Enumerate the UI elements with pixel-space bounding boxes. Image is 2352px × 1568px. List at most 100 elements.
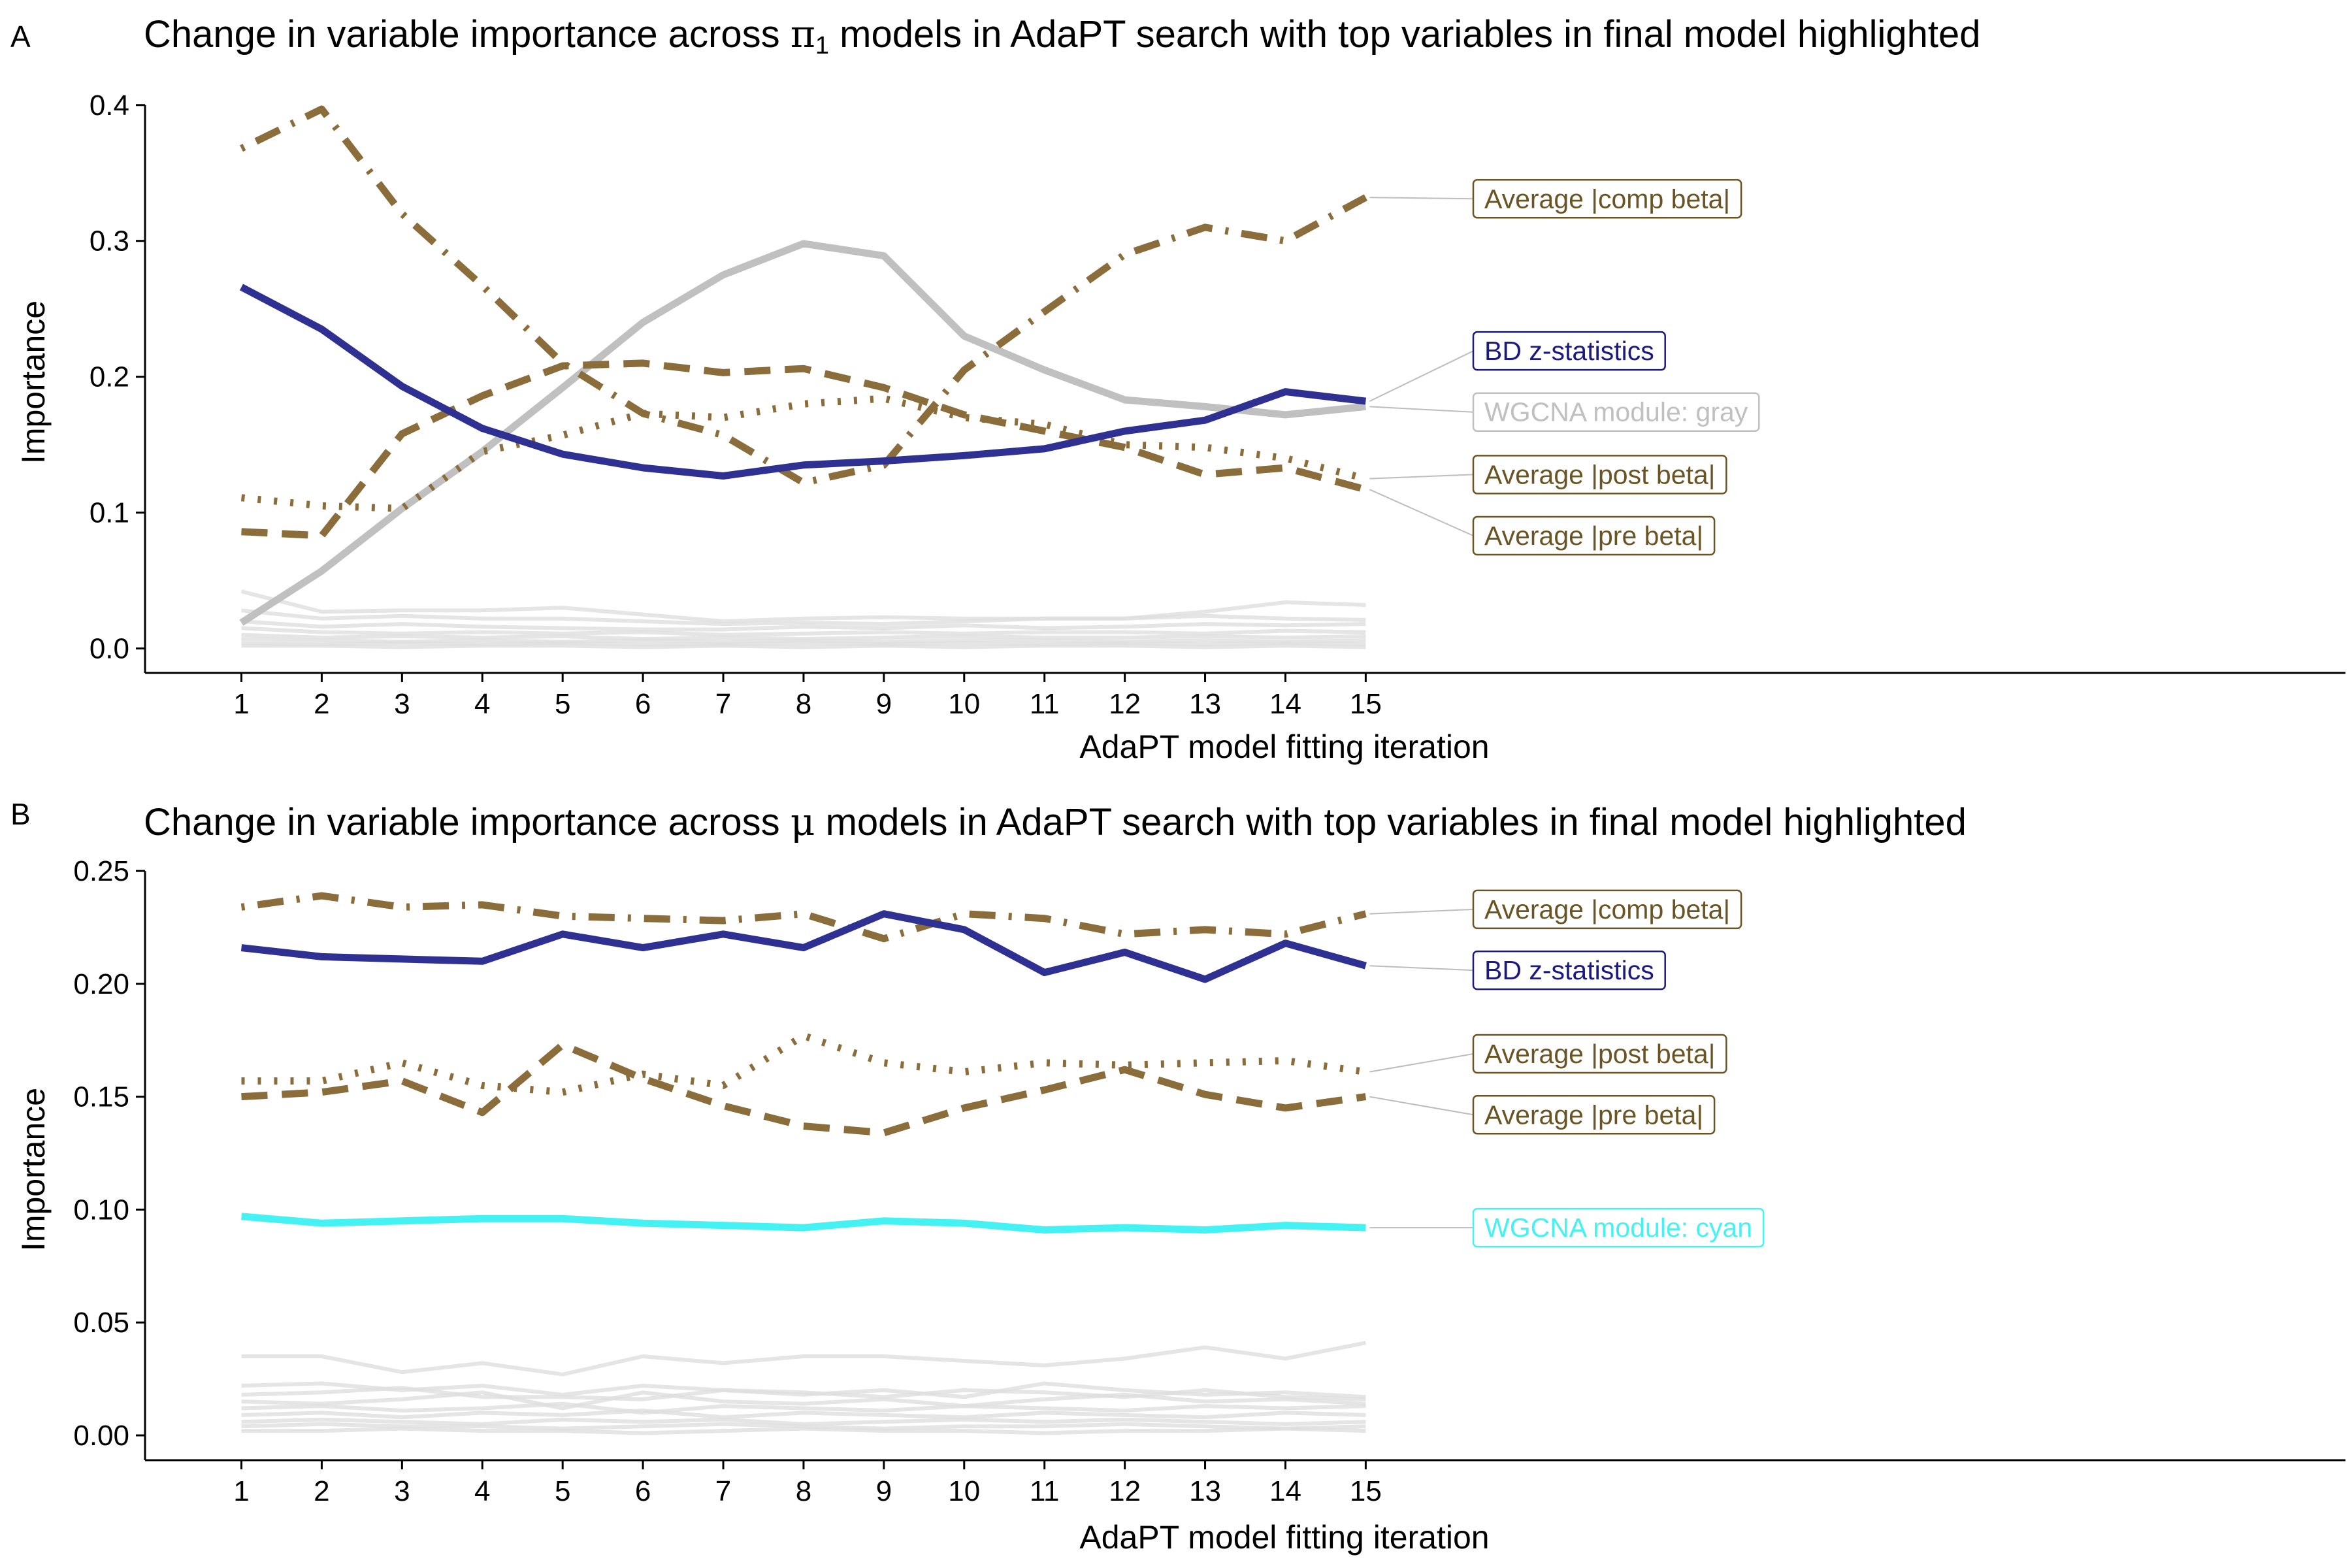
panel-b-x-tick-label: 8: [796, 1475, 811, 1507]
panel-a-y-axis-title: Importance: [15, 301, 52, 464]
panel-b-series-label-box: [1472, 1207, 1765, 1248]
panel-b-x-tick-label: 4: [474, 1475, 490, 1507]
panel-b-title-part2: models in AdaPT search with top variable…: [815, 801, 1967, 843]
panel-b-label-connector: [1369, 965, 1474, 972]
panel-b-y-tick-label: 0.20: [73, 968, 129, 1000]
panel-b-x-tick-label: 3: [394, 1475, 410, 1507]
panel-a-y-tick-label: 0.4: [90, 90, 129, 122]
panel-a-title-symbol: π: [791, 12, 815, 56]
panel-b-background-series-line: [241, 1341, 1366, 1377]
panel-b-x-tick-label: 13: [1189, 1475, 1221, 1507]
panel-b-background-series-line: [241, 1386, 1366, 1401]
panel-b-x-tick-label: 14: [1269, 1475, 1301, 1507]
panel-a-label-connector: [1369, 474, 1474, 480]
panel-b-x-tick-label: 1: [233, 1475, 249, 1507]
panel-a-x-tick-label: 10: [948, 688, 980, 720]
panel-b-series-label-box: [1472, 1034, 1727, 1074]
panel-a-x-tick-label: 11: [1030, 688, 1060, 720]
panel-b-background-series-line: [241, 1401, 1366, 1415]
panel-b-x-tick-label: 5: [555, 1475, 570, 1507]
panel-b-plot: 0.000.050.100.150.200.251 2 3 4 5 6 7 8 9 10 11 12 1…: [73, 855, 2345, 1507]
panel-b-y-tick-label: 0.15: [73, 1081, 129, 1113]
panel-b-x-axis-title: AdaPT model fitting iteration: [1079, 1519, 1489, 1556]
panel-a-series-label-box: [1472, 455, 1727, 495]
panel-b-title: Change in variable importance across μ m…: [144, 800, 1967, 844]
panel-b-x-tick-label: 9: [876, 1475, 892, 1507]
panel-a-series-label-text: WGCNA module: gray: [1484, 397, 1748, 427]
panel-b-background-series-line: [241, 1426, 1366, 1435]
panel-a-series-label-box: [1472, 515, 1716, 556]
panel-a-y-tick-label: 0.1: [90, 497, 129, 529]
panel-b-y-tick-label: 0.25: [73, 855, 129, 887]
panel-a-series-line: [240, 395, 1367, 512]
panel-a-x-tick-label: 8: [796, 688, 811, 720]
panel-a-x-tick-label: 1: [233, 688, 249, 720]
panel-a-series-line: [239, 284, 1367, 480]
panel-b-x-tick-label: 11: [1030, 1475, 1060, 1507]
panel-a-series-label-box: [1472, 392, 1760, 432]
panel-a-background-series-line: [241, 637, 1366, 644]
panel-a-y-tick-label: 0.3: [90, 225, 129, 257]
panel-b-series-line: [241, 1041, 1367, 1137]
panel-a-series-label: Average |pre beta|: [1472, 515, 1716, 556]
panel-a-label-connector: [1369, 489, 1474, 536]
panel-b-series-line: [241, 1032, 1367, 1096]
panel-b-series-label-box: [1472, 1095, 1716, 1135]
panel-a-title-subscript: 1: [815, 32, 829, 59]
panel-b-label-connector: [1369, 1053, 1474, 1073]
panel-a-label-connector: [1369, 197, 1474, 200]
panel-b-y-tick-label: 0.10: [73, 1194, 129, 1226]
panel-b-series-label-text: Average |post beta|: [1484, 1039, 1715, 1069]
panel-a-title-part1: Change in variable importance across: [144, 13, 791, 56]
panel-b-series-line: [240, 892, 1367, 943]
panel-a-label-connector: [1369, 350, 1474, 402]
panel-a-series-line: [239, 240, 1366, 626]
panel-a-x-tick-label: 2: [314, 688, 329, 720]
panel-b-y-axis-title: Importance: [15, 1088, 52, 1251]
panel-b-background-series-line: [241, 1417, 1366, 1426]
panel-b-x-tick-label: 10: [948, 1475, 980, 1507]
panel-b-series-label-text: Average |pre beta|: [1484, 1100, 1703, 1130]
panel-a-series-label-box: [1472, 179, 1742, 219]
panel-b-x-tick-label: 7: [715, 1475, 731, 1507]
panel-a-x-tick-label: 12: [1109, 688, 1141, 720]
panel-a-series-label: WGCNA module: gray: [1472, 392, 1760, 432]
panel-a-title: Change in variable importance across π1 …: [144, 12, 1981, 59]
panel-b-x-tick-label: 15: [1350, 1475, 1382, 1507]
panel-a-series-label: BD z-statistics: [1472, 331, 1666, 371]
panel-b-title-part1: Change in variable importance across: [144, 801, 791, 843]
panel-a-background-series-line: [241, 626, 1366, 637]
panel-a-x-tick-label: 6: [635, 688, 651, 720]
panel-b-x-tick-label: 2: [314, 1475, 329, 1507]
panel-a-y-tick-label: 0.0: [90, 633, 129, 665]
panel-b-x-tick-label: 6: [635, 1475, 651, 1507]
panel-a-background-series-line: [240, 589, 1366, 623]
panel-b-series-line: [240, 910, 1367, 983]
panel-b-series-label-box: [1472, 950, 1666, 990]
panel-a-x-tick-label: 3: [394, 688, 410, 720]
panel-b-series-label-text: BD z-statistics: [1484, 955, 1654, 985]
panel-b-series-label: WGCNA module: cyan: [1472, 1207, 1765, 1248]
panel-b-series-label-text: WGCNA module: cyan: [1484, 1213, 1752, 1243]
panel-a-title-part2: models in AdaPT search with top variable…: [829, 13, 1981, 56]
panel-a-background-series-line: [241, 608, 1366, 627]
panel-b-series-label: BD z-statistics: [1472, 950, 1666, 990]
panel-a: A Change in variable importance across π…: [10, 12, 2345, 765]
panel-a-background-series-line: [241, 644, 1366, 649]
panel-a-x-axis-title: AdaPT model fitting iteration: [1079, 728, 1489, 765]
panel-a-series-label-text: Average |comp beta|: [1484, 184, 1730, 214]
panel-a-x-tick-label: 7: [715, 688, 731, 720]
panel-a-plot: 0.00.10.20.30.41 2 3 4 5 6 7 8 9 10 11 12 13 14 15Aver…: [90, 90, 2345, 720]
panel-a-x-tick-label: 9: [876, 688, 892, 720]
panel-a-label-connector: [1369, 406, 1474, 413]
panel-b-y-tick-label: 0.05: [73, 1307, 129, 1339]
panel-a-background-series-line: [241, 619, 1366, 632]
panel-b-series-label: Average |pre beta|: [1472, 1095, 1716, 1135]
panel-b-background-series-line: [241, 1422, 1366, 1431]
panel-a-series-line: [240, 105, 1368, 487]
panel-b-letter: B: [10, 797, 31, 831]
panel-a-series-label-box: [1472, 331, 1666, 371]
panel-b-background-series-line: [241, 1409, 1366, 1420]
panel-a-x-tick-label: 15: [1350, 688, 1382, 720]
